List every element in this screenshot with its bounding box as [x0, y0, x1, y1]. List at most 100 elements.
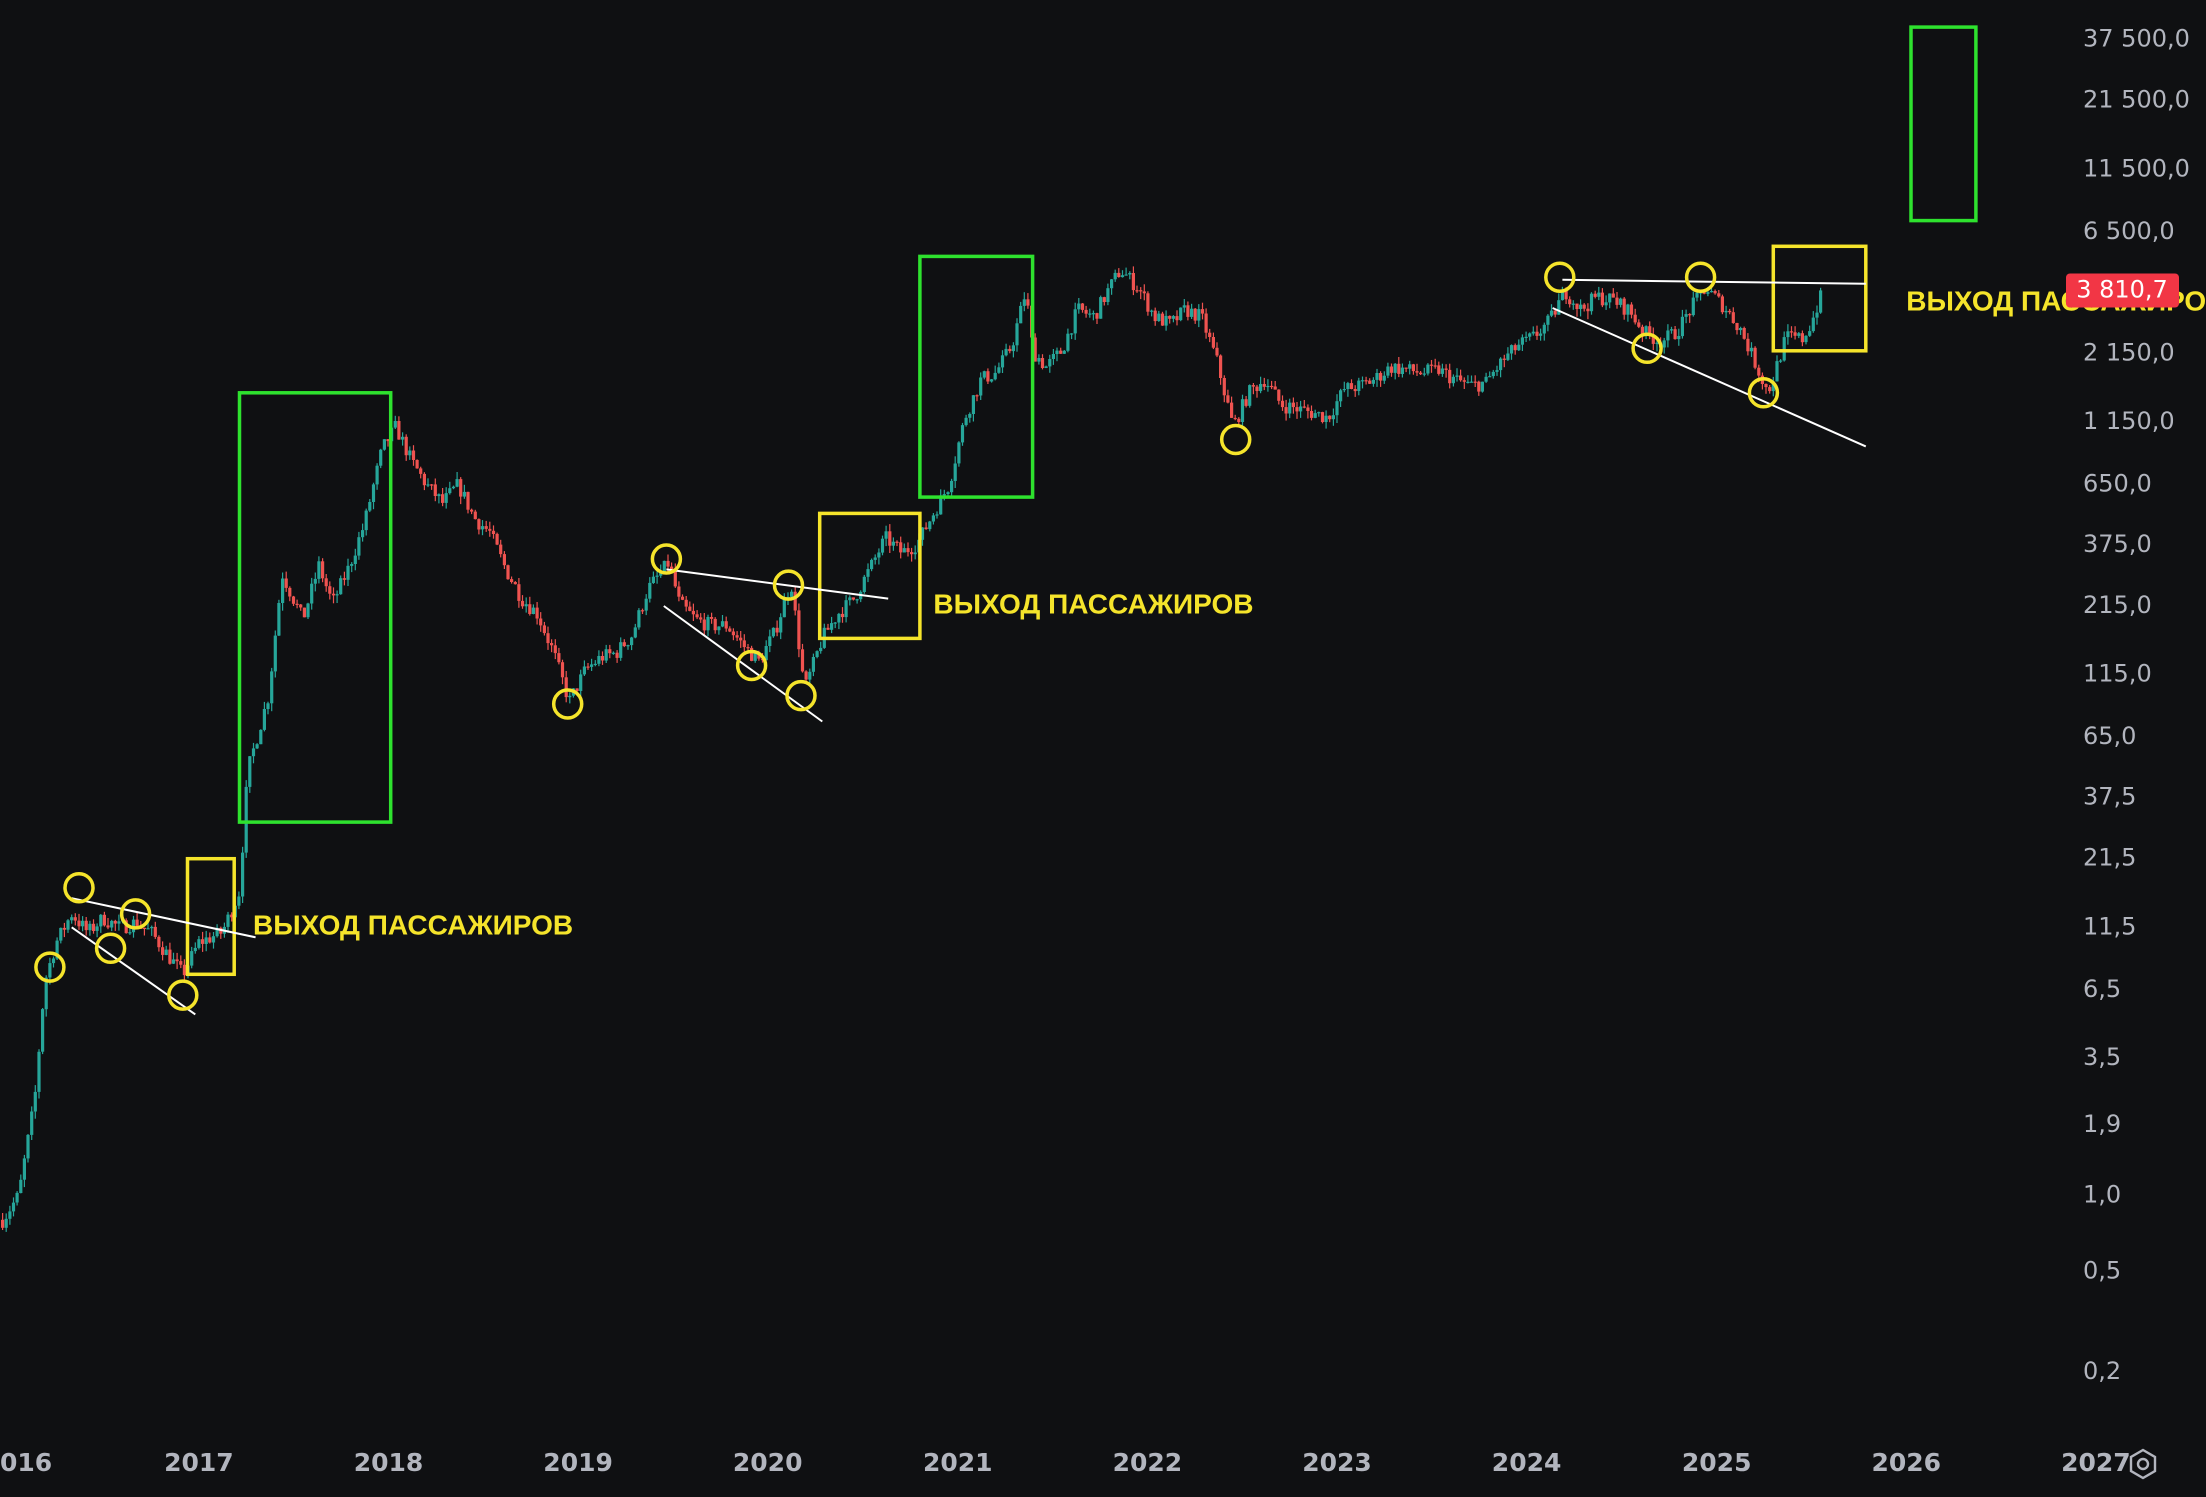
- candle-up: [11, 1202, 16, 1212]
- candle-down: [1564, 290, 1568, 300]
- candle-up: [830, 623, 834, 630]
- pivot-circle[interactable]: [735, 649, 768, 682]
- candle-down: [586, 666, 590, 668]
- pivot-circle[interactable]: [650, 543, 683, 575]
- candle-up: [1164, 315, 1168, 326]
- breakout-zone-box[interactable]: [1771, 244, 1868, 353]
- candle-down: [1789, 331, 1794, 333]
- candle-up: [964, 417, 968, 426]
- candle-down: [1415, 371, 1419, 373]
- pivot-circle[interactable]: [167, 979, 199, 1011]
- candle-down: [113, 920, 117, 924]
- y-tick-label: 11,5: [2083, 912, 2136, 940]
- candle-down: [328, 586, 332, 594]
- candle-up: [146, 928, 150, 930]
- candle-up: [1266, 385, 1270, 388]
- candle-down: [640, 610, 645, 612]
- candle-down: [1280, 400, 1285, 408]
- candle-up: [1542, 324, 1546, 334]
- x-axis[interactable]: 016 2017 2018 2019 2020 2021 2022 2023 2024 2025 2…: [0, 1448, 2131, 1477]
- breakout-zone-box[interactable]: [185, 856, 236, 977]
- x-tick-label: 2021: [923, 1448, 993, 1477]
- candle-up: [782, 599, 786, 618]
- candle-down: [1575, 303, 1579, 309]
- candle-up: [393, 421, 397, 428]
- pivot-circle[interactable]: [785, 679, 817, 712]
- candle-down: [302, 607, 306, 618]
- candle-up: [4, 1218, 8, 1228]
- candle-down: [1033, 337, 1037, 362]
- target-zone-box[interactable]: [237, 391, 393, 824]
- candle-down: [622, 642, 626, 647]
- candle-down: [528, 604, 532, 614]
- candle-up: [979, 377, 983, 396]
- pivot-circle[interactable]: [63, 871, 95, 904]
- candle-up: [226, 914, 230, 927]
- pivot-circle[interactable]: [1684, 261, 1717, 293]
- candle-down: [1429, 364, 1434, 366]
- y-axis[interactable]: 37 500,0 21 500,0 11 500,0 6 500,0 2 150,0 1 …: [2083, 25, 2190, 1385]
- candle-up: [1749, 347, 1754, 352]
- trend-line[interactable]: [666, 568, 889, 600]
- candle-up: [371, 484, 376, 502]
- candle-down: [1270, 385, 1274, 388]
- candle-down: [742, 640, 746, 648]
- trend-line[interactable]: [1552, 307, 1867, 448]
- candle-up: [626, 645, 630, 647]
- candle-up: [1797, 333, 1801, 336]
- candle-up: [706, 617, 710, 631]
- candle-up: [1099, 297, 1103, 319]
- candle-down: [575, 688, 579, 691]
- candle-up: [637, 610, 641, 628]
- pivot-circle[interactable]: [772, 569, 805, 601]
- candle-up: [26, 1134, 30, 1159]
- candle-up: [22, 1158, 26, 1180]
- trend-line[interactable]: [71, 897, 256, 939]
- candle-up: [1557, 300, 1561, 315]
- candle-up: [339, 578, 343, 595]
- candle-up: [1044, 366, 1048, 368]
- x-tick-label: 2023: [1302, 1448, 1372, 1477]
- pivot-circle[interactable]: [551, 688, 584, 720]
- target-zone-box[interactable]: [1909, 25, 1978, 223]
- pivot-circle[interactable]: [1544, 261, 1576, 293]
- candle-down: [1186, 305, 1190, 317]
- candle-up: [848, 597, 852, 601]
- candle-up: [1771, 381, 1775, 392]
- pivot-circle[interactable]: [119, 898, 152, 930]
- candle-down: [1742, 328, 1746, 339]
- candle-up: [164, 949, 168, 955]
- candle-up: [317, 561, 321, 579]
- candle-up: [1106, 288, 1110, 302]
- candle-up: [1626, 304, 1630, 315]
- target-zone-box[interactable]: [918, 254, 1035, 499]
- candle-up: [880, 538, 885, 553]
- pivot-circle[interactable]: [94, 932, 127, 965]
- candle-down: [415, 460, 419, 469]
- pivot-circle[interactable]: [1219, 423, 1252, 456]
- candle-down: [1640, 326, 1644, 335]
- candle-down: [422, 473, 426, 486]
- breakout-zone-box[interactable]: [817, 511, 922, 641]
- candle-up: [95, 926, 99, 931]
- candle-down: [739, 637, 743, 641]
- candle-up: [1666, 330, 1670, 341]
- settings-icon[interactable]: [2129, 1448, 2157, 1480]
- candle-down: [924, 527, 928, 530]
- candle-down: [419, 468, 423, 474]
- candle-down: [1513, 345, 1517, 351]
- candle-up: [8, 1211, 12, 1219]
- pivot-circle[interactable]: [34, 951, 66, 983]
- trend-line[interactable]: [663, 605, 823, 723]
- pivot-circle[interactable]: [1631, 332, 1663, 365]
- y-tick-label: 2 150,0: [2083, 338, 2175, 366]
- candle-down: [161, 947, 165, 955]
- candle-up: [1150, 310, 1154, 312]
- pivot-circle[interactable]: [1747, 377, 1780, 409]
- trend-line[interactable]: [71, 926, 196, 1016]
- candle-up: [1360, 380, 1365, 382]
- candle-down: [168, 949, 172, 964]
- candle-down: [1720, 296, 1724, 313]
